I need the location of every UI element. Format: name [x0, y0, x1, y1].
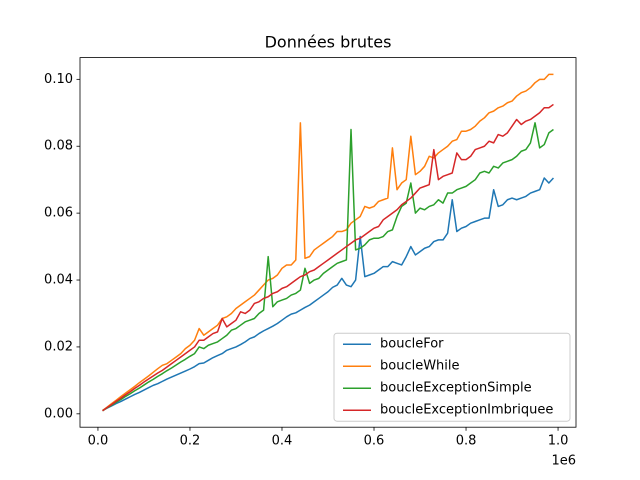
x-tick-label: 0.4 — [272, 434, 293, 449]
legend-label: boucleExceptionImbriquee — [380, 403, 553, 418]
x-tick-label: 0.2 — [180, 434, 201, 449]
legend-box — [333, 332, 571, 422]
x-offset-label: 1e6 — [551, 454, 576, 469]
chart-title: Données brutes — [265, 33, 392, 52]
y-tick-label: 0.06 — [44, 206, 73, 221]
series-line — [102, 103, 554, 412]
y-tick-label: 0.00 — [44, 406, 73, 421]
x-tick-label: 0.0 — [88, 434, 109, 449]
x-tick-label: 0.8 — [456, 434, 477, 449]
y-tick-label: 0.08 — [44, 139, 73, 154]
x-tick-label: 1.0 — [548, 434, 569, 449]
x-tick-label: 0.6 — [364, 434, 385, 449]
series-line — [102, 122, 554, 412]
y-tick-label: 0.10 — [44, 72, 73, 87]
y-tick-label: 0.04 — [44, 273, 73, 288]
legend-label: boucleFor — [380, 337, 444, 352]
legend-label: boucleExceptionSimple — [380, 381, 532, 396]
plot-frame — [79, 57, 577, 428]
y-tick-label: 0.02 — [44, 339, 73, 354]
legend-label: boucleWhile — [380, 359, 460, 374]
series-line — [102, 73, 554, 412]
series-line — [102, 177, 555, 412]
